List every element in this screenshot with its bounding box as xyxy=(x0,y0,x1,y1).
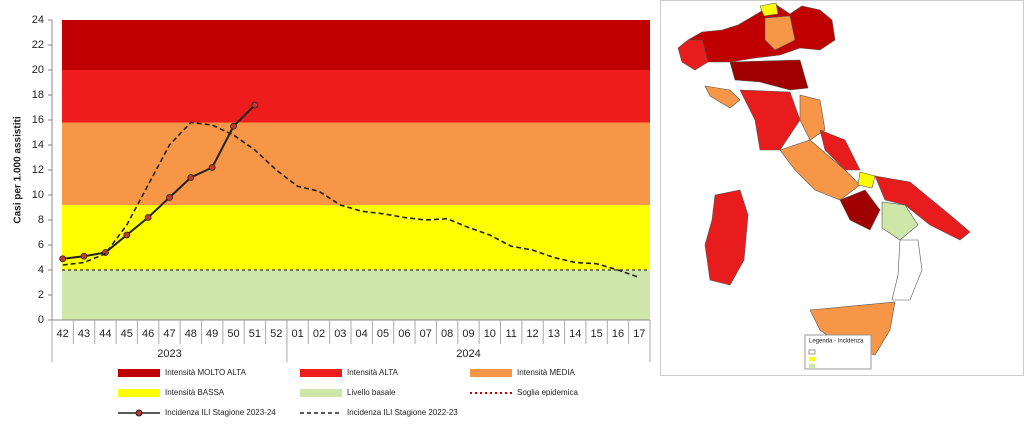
map: Legenda - Incidenza xyxy=(660,0,1024,376)
region-marche xyxy=(799,94,826,141)
legend-label: Intensità BASSA xyxy=(165,388,225,397)
series-marker xyxy=(59,255,67,263)
x-tick-label: 15 xyxy=(590,328,602,340)
map-legend-swatch xyxy=(809,364,815,368)
y-tick-label: 14 xyxy=(32,139,44,151)
series-marker xyxy=(80,252,88,260)
legend-label: Soglia epidemica xyxy=(517,388,578,397)
x-tick-label: 42 xyxy=(57,328,69,340)
x-tick-label: 11 xyxy=(505,328,516,340)
region-campania xyxy=(839,189,881,231)
legend-swatch xyxy=(300,389,342,397)
legend-swatch xyxy=(470,369,512,377)
series-marker xyxy=(208,164,216,171)
legend-label: Intensità ALTA xyxy=(347,368,399,377)
y-tick-label: 12 xyxy=(32,164,44,176)
x-tick-label: 43 xyxy=(78,328,90,340)
legend-swatch xyxy=(300,369,342,377)
region-emilia xyxy=(729,59,809,91)
legend-label: Intensità MEDIA xyxy=(517,368,575,377)
legend-label: Incidenza ILI Stagione 2022-23 xyxy=(347,408,458,417)
intensity-band xyxy=(62,205,650,270)
x-tick-label: 08 xyxy=(441,328,453,340)
x-group-label: 2023 xyxy=(157,348,181,360)
x-tick-label: 47 xyxy=(163,328,175,340)
intensity-band xyxy=(62,70,650,123)
region-calabria xyxy=(891,239,923,301)
y-tick-label: 4 xyxy=(38,264,44,276)
x-tick-label: 04 xyxy=(356,328,368,340)
region-basilicata xyxy=(881,201,919,241)
x-tick-label: 02 xyxy=(313,328,325,340)
intensity-band xyxy=(62,20,650,70)
region-sardegna xyxy=(704,189,749,286)
x-group-label: 2024 xyxy=(456,348,480,360)
region-veneto xyxy=(764,15,796,51)
y-tick-label: 2 xyxy=(38,289,44,301)
series-line xyxy=(62,121,640,279)
x-tick-label: 05 xyxy=(377,328,389,340)
x-tick-label: 10 xyxy=(484,328,496,340)
x-tick-label: 16 xyxy=(612,328,624,340)
region-abruzzo xyxy=(819,129,861,171)
legend-swatch xyxy=(118,389,160,397)
region-puglia xyxy=(874,175,971,241)
y-tick-label: 24 xyxy=(32,14,44,26)
x-tick-label: 46 xyxy=(142,328,154,340)
legend-label: Intensità MOLTO ALTA xyxy=(165,368,246,377)
map-legend-swatch xyxy=(809,357,815,361)
y-tick-label: 20 xyxy=(32,64,44,76)
x-tick-label: 48 xyxy=(185,328,197,340)
region-piemonte xyxy=(677,39,709,71)
series-marker xyxy=(144,214,152,221)
x-tick-label: 09 xyxy=(462,328,474,340)
y-tick-label: 16 xyxy=(32,114,44,126)
x-tick-label: 14 xyxy=(569,328,581,340)
legend-label: Incidenza ILI Stagione 2023-24 xyxy=(165,408,276,417)
x-tick-label: 03 xyxy=(334,328,346,340)
chart: Casi per 1.000 assistiti 024681012141618… xyxy=(13,14,651,417)
x-tick-label: 49 xyxy=(206,328,218,340)
x-tick-label: 52 xyxy=(270,328,282,340)
series-marker xyxy=(123,231,131,239)
region-molise xyxy=(857,171,876,189)
region-sicilia xyxy=(809,301,896,356)
y-tick-label: 10 xyxy=(32,189,44,201)
x-tick-label: 45 xyxy=(121,328,133,340)
map-legend-title: Legenda - Incidenza xyxy=(809,339,864,345)
series-marker xyxy=(187,174,195,181)
legend-marker xyxy=(135,409,143,417)
x-tick-label: 12 xyxy=(526,328,538,340)
region-north xyxy=(687,3,836,63)
x-tick-label: 51 xyxy=(249,328,261,340)
regions xyxy=(677,2,971,356)
x-tick-label: 01 xyxy=(291,328,303,340)
map-legend xyxy=(804,334,872,370)
map-legend-swatch xyxy=(808,349,816,355)
region-liguria xyxy=(704,85,741,109)
x-tick-label: 13 xyxy=(548,328,560,340)
region-trentino xyxy=(759,2,779,17)
series-marker xyxy=(166,194,173,201)
y-tick-label: 8 xyxy=(38,214,44,226)
x-tick-label: 44 xyxy=(99,328,111,340)
series-marker xyxy=(230,122,237,130)
y-axis-label: Casi per 1.000 assistiti xyxy=(13,116,24,224)
x-tick-label: 07 xyxy=(420,328,432,340)
series-line xyxy=(62,104,256,260)
y-tick-label: 18 xyxy=(32,89,44,101)
region-lazio xyxy=(779,139,861,201)
intensity-band xyxy=(62,270,650,320)
x-tick-label: 50 xyxy=(227,328,239,340)
x-tick-label: 17 xyxy=(633,328,645,340)
intensity-band xyxy=(62,122,650,205)
y-tick-label: 22 xyxy=(32,39,44,51)
y-tick-label: 6 xyxy=(38,239,44,251)
x-tick-label: 06 xyxy=(398,328,410,340)
legend-swatch xyxy=(118,369,160,377)
series-marker xyxy=(251,101,259,109)
legend-label: Livello basale xyxy=(347,388,396,397)
y-tick-label: 0 xyxy=(38,314,44,326)
